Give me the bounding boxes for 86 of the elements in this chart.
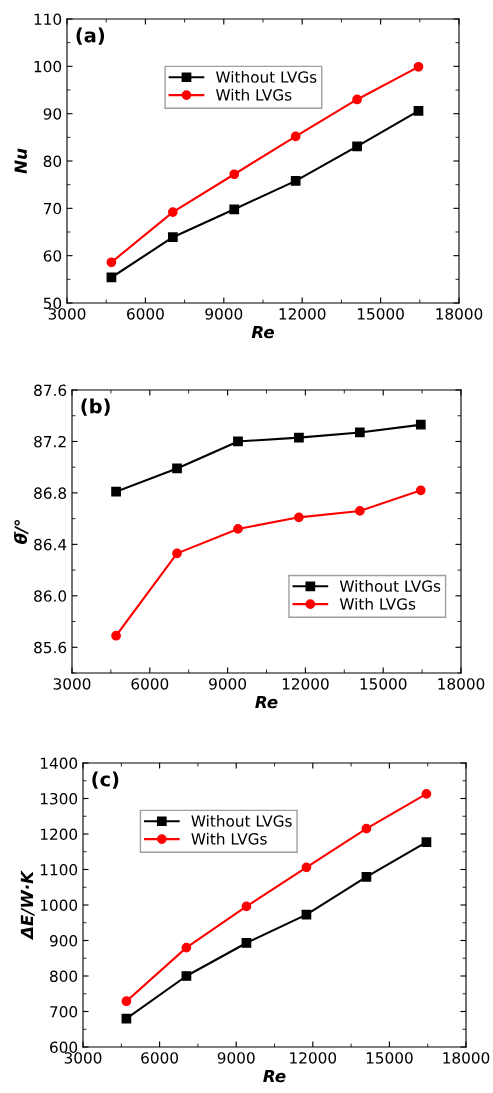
point xyxy=(111,630,121,641)
point xyxy=(294,432,304,443)
point xyxy=(354,427,365,438)
y-tick-label: 700 xyxy=(50,1005,78,1018)
x-tick-label: 9000 xyxy=(217,1052,255,1064)
legend-label: With LVGs xyxy=(339,597,416,610)
x-tick-label: 18000 xyxy=(438,678,485,690)
y-tick-label: 100 xyxy=(34,60,62,73)
y-tick-label: 90 xyxy=(43,108,62,120)
x-tick-label: 3000 xyxy=(64,1052,102,1064)
y-tick-label: 60 xyxy=(43,250,62,262)
point xyxy=(233,524,243,534)
y-tick-label: 85.6 xyxy=(34,641,67,654)
x-tick-label: 12000 xyxy=(279,308,326,320)
y-tick-label: 87.6 xyxy=(34,384,67,397)
point xyxy=(354,506,365,516)
point xyxy=(361,823,372,834)
point xyxy=(415,485,426,496)
y-tick-label: 80 xyxy=(43,155,62,168)
x-tick-label: 12000 xyxy=(282,678,329,690)
annotation: (a) xyxy=(76,27,105,45)
point xyxy=(421,837,432,848)
point xyxy=(181,971,192,981)
point xyxy=(413,61,424,72)
y-tick-label: 800 xyxy=(50,970,78,983)
point xyxy=(241,938,252,948)
x-tick-label: 6000 xyxy=(131,678,169,690)
y-tick-label: 86.4 xyxy=(34,538,67,551)
legend-label: Without LVGs xyxy=(216,70,317,83)
y-axis-title: ΔE/W·K xyxy=(20,869,35,941)
point xyxy=(121,996,132,1007)
legend-label: Without LVGs xyxy=(339,580,441,592)
point xyxy=(352,94,362,105)
x-tick-label: 15000 xyxy=(366,1052,413,1064)
point xyxy=(167,207,178,217)
point xyxy=(172,463,182,474)
point xyxy=(181,942,192,953)
point xyxy=(294,512,304,523)
point xyxy=(421,789,432,799)
point xyxy=(111,486,121,497)
y-tick-label: 86.0 xyxy=(34,590,67,602)
x-tick-label: 6000 xyxy=(141,1052,179,1064)
point xyxy=(361,872,372,882)
point xyxy=(352,141,362,152)
y-axis-title: θ̄/° xyxy=(14,520,29,544)
point xyxy=(229,169,240,180)
y-tick-label: 1000 xyxy=(40,899,78,912)
x-axis-title: Re xyxy=(255,695,278,709)
x-tick-label: 9000 xyxy=(209,678,247,690)
point xyxy=(290,176,301,186)
x-axis-title: Re xyxy=(263,1069,286,1083)
y-tick-label: 87.2 xyxy=(34,435,66,448)
x-tick-label: 18000 xyxy=(436,308,483,320)
legend-label: With LVGs xyxy=(216,88,292,101)
x-tick-label: 15000 xyxy=(360,678,407,690)
y-tick-label: 110 xyxy=(34,13,62,26)
legend-label: With LVGs xyxy=(191,832,267,845)
y-tick-label: 1400 xyxy=(40,757,78,770)
point xyxy=(172,548,182,559)
annotation: (b) xyxy=(81,398,110,416)
point xyxy=(290,131,301,142)
y-tick-label: 70 xyxy=(43,202,62,215)
y-tick-label: 1200 xyxy=(40,828,78,841)
x-tick-label: 12000 xyxy=(290,1052,337,1064)
y-tick-label: 86.8 xyxy=(34,487,67,499)
x-tick-label: 9000 xyxy=(205,308,243,320)
y-axis-title: Nu xyxy=(14,148,27,174)
x-axis-title: Re xyxy=(251,325,275,339)
y-tick-label: 900 xyxy=(49,934,78,947)
y-tick-label: 1100 xyxy=(40,863,78,876)
legend-label: Without LVGs xyxy=(191,814,292,827)
point xyxy=(229,204,240,215)
point xyxy=(106,257,117,268)
point xyxy=(301,862,312,873)
point xyxy=(413,105,424,116)
point xyxy=(233,436,243,447)
point xyxy=(167,232,178,243)
x-tick-label: 18000 xyxy=(443,1052,490,1064)
annotation: (c) xyxy=(92,771,119,789)
x-tick-label: 3000 xyxy=(53,678,91,690)
point xyxy=(241,901,252,912)
x-tick-label: 15000 xyxy=(357,308,404,320)
y-tick-label: 1300 xyxy=(40,792,78,805)
x-tick-label: 3000 xyxy=(48,308,86,320)
x-tick-label: 6000 xyxy=(127,308,164,320)
point xyxy=(415,419,426,430)
